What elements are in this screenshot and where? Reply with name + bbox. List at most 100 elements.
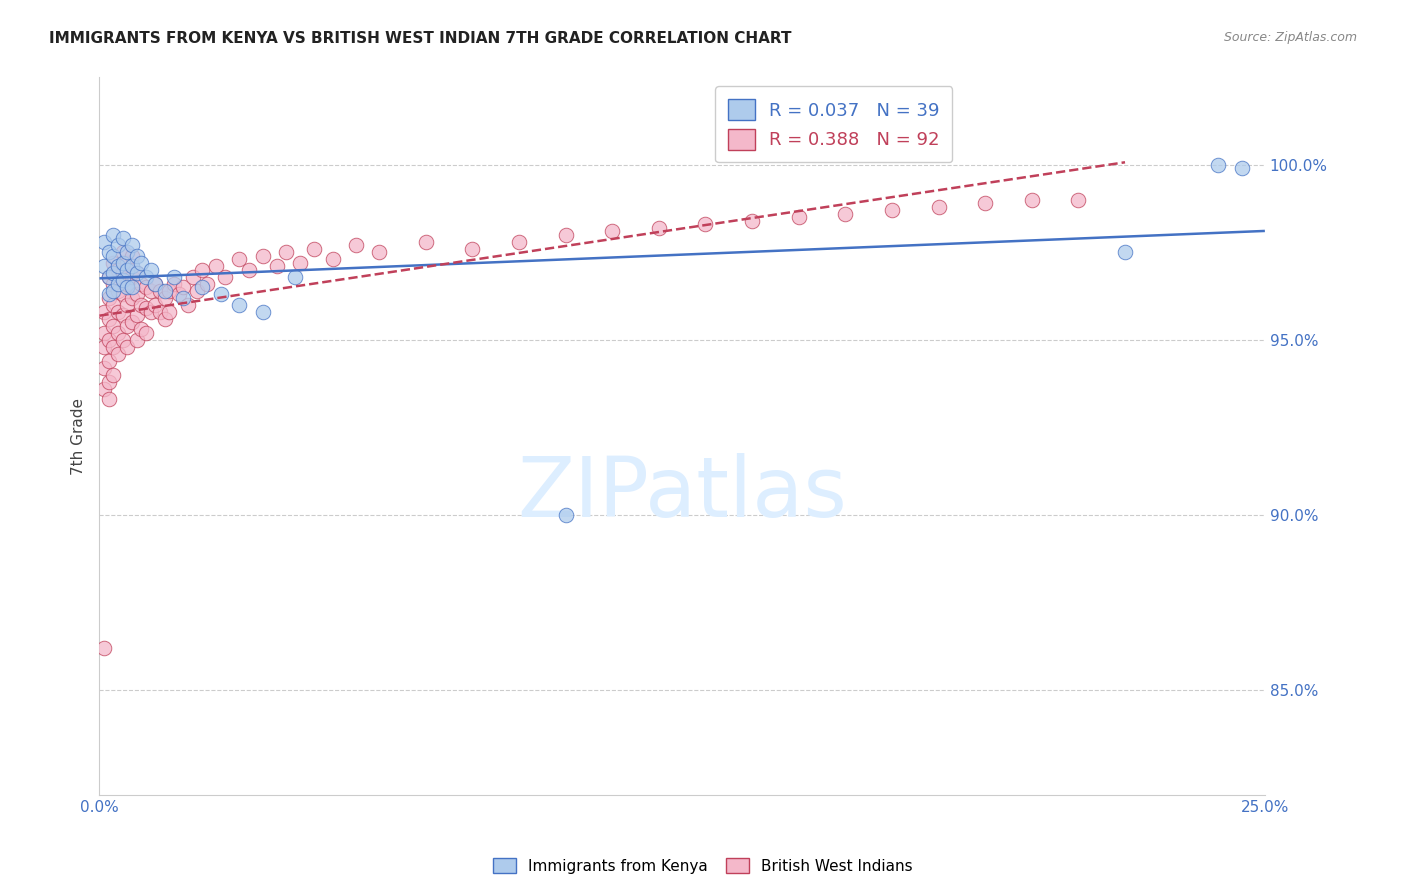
Point [145,298,167,312]
Point [139,305,162,319]
Point [928,200,950,214]
Point [131,298,153,312]
Point [117,277,139,291]
Point [177,298,200,312]
Point [131,256,153,270]
Point [149,305,172,319]
Point [111,266,134,280]
Point [302,242,325,256]
Point [107,284,129,298]
Point [191,263,214,277]
Point [157,305,180,319]
Point [238,263,260,277]
Point [107,347,129,361]
Point [121,238,143,252]
Point [117,298,139,312]
Point [554,227,576,242]
Point [648,220,671,235]
Point [274,245,297,260]
Point [117,263,139,277]
Point [125,309,148,323]
Point [97,311,120,326]
Point [103,249,125,263]
Point [135,269,157,284]
Point [111,273,134,287]
Point [974,196,997,211]
Point [131,322,153,336]
Point [1067,193,1090,207]
Point [322,252,344,267]
Point [172,291,194,305]
Point [125,287,148,301]
Point [103,256,125,270]
Text: IMMIGRANTS FROM KENYA VS BRITISH WEST INDIAN 7TH GRADE CORRELATION CHART: IMMIGRANTS FROM KENYA VS BRITISH WEST IN… [49,31,792,46]
Point [880,203,903,218]
Point [125,266,148,280]
Point [107,260,129,274]
Point [117,245,139,260]
Point [103,284,125,298]
Point [131,277,153,291]
Point [153,291,176,305]
Point [228,252,250,267]
Point [149,284,172,298]
Point [135,280,157,294]
Point [97,375,120,389]
Point [741,214,763,228]
Point [157,284,180,298]
Point [93,382,115,396]
Point [163,277,186,291]
Legend: R = 0.037   N = 39, R = 0.388   N = 92: R = 0.037 N = 39, R = 0.388 N = 92 [716,87,952,162]
Point [368,245,391,260]
Point [121,315,143,329]
Point [107,326,129,340]
Point [97,354,120,368]
Point [121,269,143,284]
Point [1021,193,1043,207]
Point [284,269,307,284]
Point [117,256,139,270]
Point [103,298,125,312]
Point [103,227,125,242]
Point [111,287,134,301]
Point [97,287,120,301]
Text: ZIPatlas: ZIPatlas [517,453,846,534]
Point [344,238,367,252]
Point [121,260,143,274]
Point [97,245,120,260]
Point [172,280,194,294]
Point [121,291,143,305]
Point [125,266,148,280]
Point [107,263,129,277]
Legend: Immigrants from Kenya, British West Indians: Immigrants from Kenya, British West Indi… [486,852,920,880]
Point [97,291,120,305]
Point [252,305,274,319]
Point [153,311,176,326]
Point [1114,245,1136,260]
Point [1230,161,1253,176]
Point [209,287,232,301]
Point [461,242,484,256]
Point [93,326,115,340]
Text: Source: ZipAtlas.com: Source: ZipAtlas.com [1223,31,1357,45]
Point [554,508,576,522]
Point [163,269,186,284]
Point [111,309,134,323]
Point [181,269,204,284]
Point [145,277,167,291]
Point [228,298,250,312]
Point [111,256,134,270]
Point [93,640,115,655]
Point [205,260,228,274]
Point [97,392,120,407]
Point [103,318,125,333]
Point [111,231,134,245]
Point [508,235,530,249]
Point [117,318,139,333]
Point [117,280,139,294]
Point [103,340,125,354]
Point [93,360,115,375]
Point [93,305,115,319]
Point [93,235,115,249]
Point [125,333,148,347]
